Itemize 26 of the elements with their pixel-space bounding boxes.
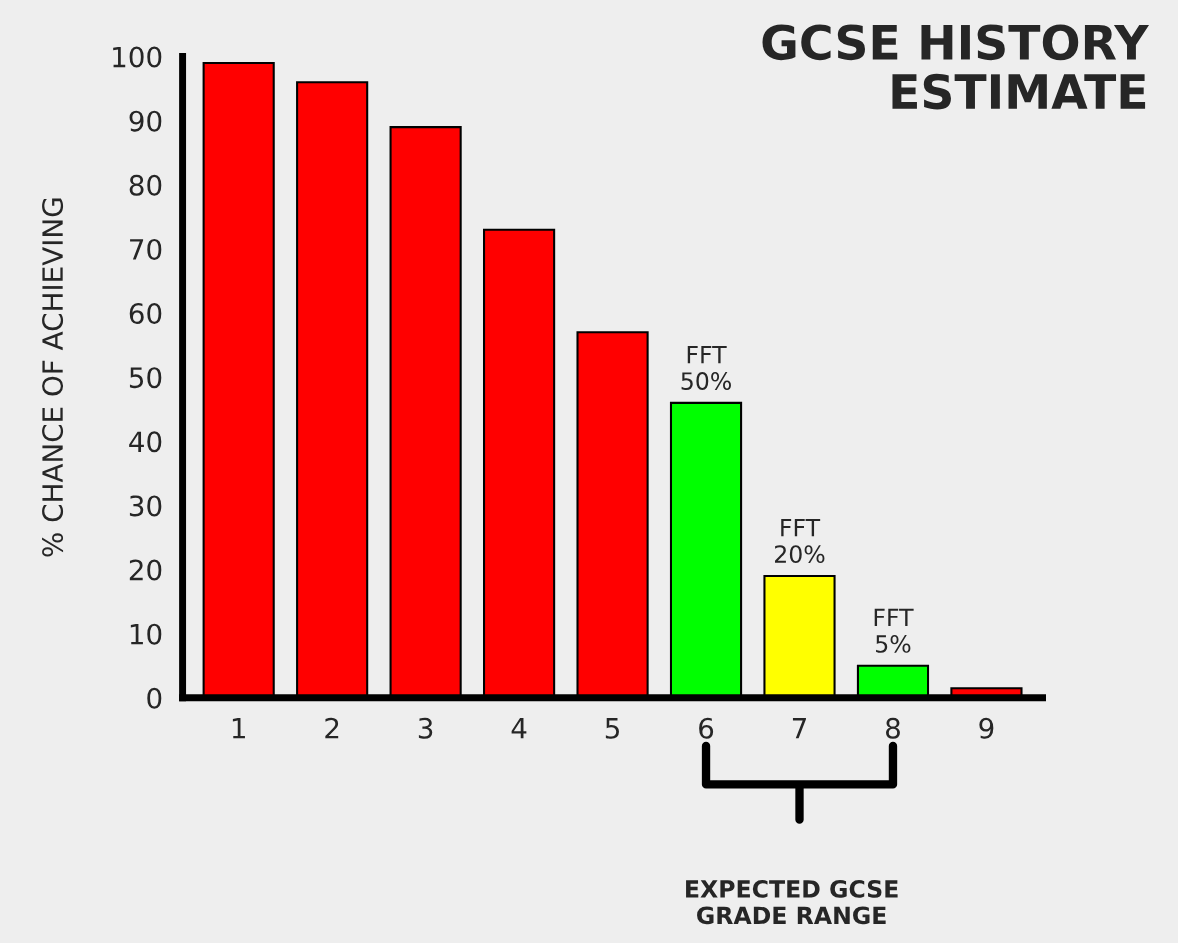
x-tick-label: 3 (418, 717, 433, 739)
y-tick-label: 0 (147, 687, 162, 709)
annotation: FFT 5% (874, 608, 914, 653)
annotation: FFT 20% (774, 519, 825, 564)
x-tick-label: 8 (886, 717, 900, 739)
y-tick-label: 90 (129, 110, 162, 132)
x-tick-label: 4 (511, 718, 527, 739)
y-tick-label: 70 (130, 238, 162, 260)
y-tick-label: 30 (129, 495, 162, 517)
y-tick-label: 60 (129, 303, 162, 325)
y-tick-label: 100 (113, 46, 162, 68)
x-tick-label: 1 (232, 718, 245, 739)
x-tick-label: 5 (605, 718, 619, 739)
y-tick-label: 20 (129, 559, 162, 581)
y-axis-title: % CHANCE OF ACHIEVING (42, 198, 64, 557)
x-tick-label: 7 (792, 718, 806, 739)
y-tick-label: 40 (129, 431, 162, 453)
x-tick-label: 2 (325, 717, 339, 739)
annotation: FFT 50% (681, 345, 731, 390)
y-tick-label: 80 (129, 174, 162, 196)
x-tick-label: 9 (979, 717, 994, 739)
chart-title: GCSE HISTORY ESTIMATE (762, 24, 1150, 110)
y-tick-label: 50 (129, 367, 162, 389)
x-tick-label: 6 (699, 717, 714, 739)
y-tick-label: 10 (130, 623, 162, 645)
text: EXPECTED GCSE GRADE RANGE (686, 879, 898, 925)
